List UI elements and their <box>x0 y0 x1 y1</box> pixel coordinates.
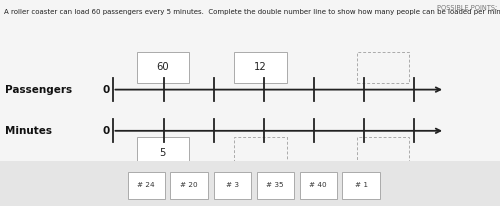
FancyBboxPatch shape <box>128 172 165 199</box>
FancyBboxPatch shape <box>234 137 286 169</box>
FancyBboxPatch shape <box>256 172 294 199</box>
FancyBboxPatch shape <box>136 137 189 169</box>
FancyBboxPatch shape <box>214 172 251 199</box>
Text: Minutes: Minutes <box>5 126 52 136</box>
Text: 5: 5 <box>160 148 166 158</box>
FancyBboxPatch shape <box>234 52 286 83</box>
Text: # 1: # 1 <box>354 182 368 188</box>
Text: 0: 0 <box>102 85 110 95</box>
Text: # 35: # 35 <box>266 182 284 188</box>
FancyBboxPatch shape <box>0 161 500 206</box>
FancyBboxPatch shape <box>356 137 409 169</box>
Text: 60: 60 <box>156 62 169 73</box>
Text: # 40: # 40 <box>310 182 327 188</box>
FancyBboxPatch shape <box>170 172 208 199</box>
FancyBboxPatch shape <box>136 52 189 83</box>
Text: 12: 12 <box>254 62 266 73</box>
Text: 0: 0 <box>102 126 110 136</box>
Text: # 3: # 3 <box>226 182 239 188</box>
FancyBboxPatch shape <box>300 172 337 199</box>
FancyBboxPatch shape <box>356 52 409 83</box>
Text: A roller coaster can load 60 passengers every 5 minutes.  Complete the double nu: A roller coaster can load 60 passengers … <box>4 9 500 15</box>
Text: # 20: # 20 <box>180 182 198 188</box>
Text: # 24: # 24 <box>138 182 155 188</box>
Text: Passengers: Passengers <box>5 85 72 95</box>
Text: POSSIBLE POINTS:: POSSIBLE POINTS: <box>437 5 498 11</box>
FancyBboxPatch shape <box>342 172 380 199</box>
